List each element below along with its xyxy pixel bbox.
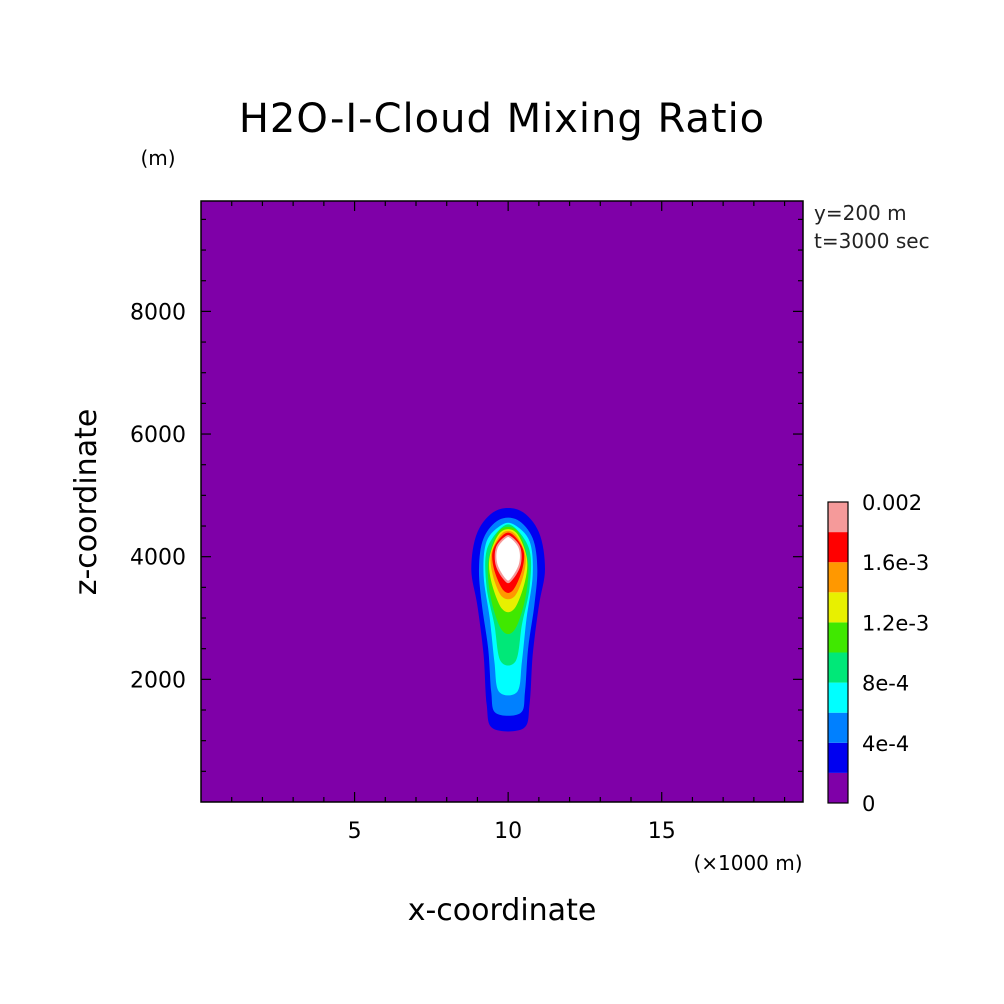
colorbar-label: 8e-4 [862,672,909,696]
chart-title: H2O-I-Cloud Mixing Ratio [239,96,765,142]
colorbar-label: 4e-4 [862,732,909,756]
colorbar-swatch [828,712,848,743]
plot-area [200,200,804,803]
colorbar-swatch [828,772,848,803]
colorbar [827,501,849,804]
annotation-y: y=200 m [814,201,907,225]
annotation-t: t=3000 sec [814,229,930,253]
x-unit-label: (×1000 m) [693,851,802,875]
colorbar-frame [827,501,849,804]
y-tick-label: 8000 [130,300,186,325]
x-tick-label: 10 [494,819,522,844]
colorbar-labels: 0 4e-4 8e-4 1.2e-3 1.6e-3 0.002 [862,491,929,816]
colorbar-label: 1.6e-3 [862,551,929,575]
colorbar-swatch [828,742,848,773]
y-unit-label: (m) [140,146,175,170]
colorbar-swatch [828,502,848,533]
y-tick-label: 6000 [130,423,186,448]
plot-frame [200,200,804,803]
colorbar-label: 0.002 [862,491,922,515]
colorbar-swatch [828,592,848,623]
colorbar-label: 0 [862,792,875,816]
y-tick-labels: 2000 4000 6000 8000 [130,300,186,693]
axis-ticks [201,201,803,802]
contour-fills [471,508,545,732]
colorbar-swatch [828,532,848,563]
colorbar-swatch [828,622,848,653]
y-axis-label: z-coordinate [69,409,104,596]
x-axis-label: x-coordinate [408,893,597,928]
x-tick-label: 15 [648,819,676,844]
colorbar-swatch [828,652,848,683]
contour-level-9 [496,537,520,581]
colorbar-label: 1.2e-3 [862,611,929,635]
x-tick-labels: 5 10 15 [348,819,676,844]
colorbar-swatch [828,562,848,593]
y-tick-label: 4000 [130,546,186,571]
x-tick-label: 5 [348,819,362,844]
colorbar-swatch [828,682,848,713]
y-tick-label: 2000 [130,668,186,693]
